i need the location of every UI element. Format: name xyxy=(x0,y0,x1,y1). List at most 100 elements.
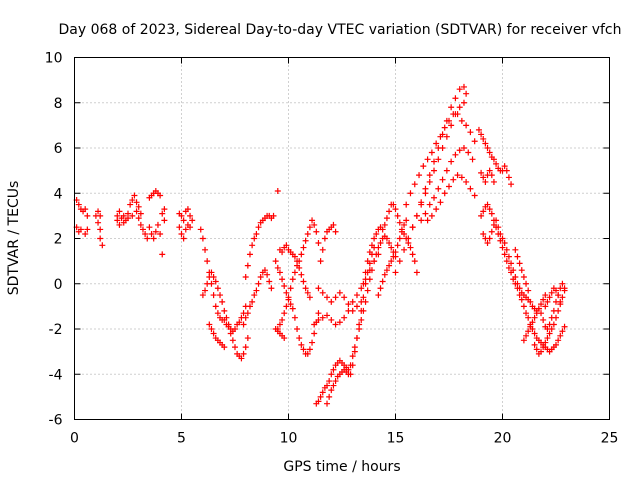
data-point xyxy=(349,362,356,369)
data-point xyxy=(362,269,369,276)
data-point xyxy=(403,217,410,224)
data-point xyxy=(304,289,311,296)
data-point xyxy=(300,346,307,353)
data-point xyxy=(336,289,343,296)
data-point xyxy=(345,301,352,308)
data-point xyxy=(353,335,360,342)
data-point xyxy=(443,167,450,174)
data-point xyxy=(319,289,326,296)
data-point xyxy=(251,235,258,242)
data-point xyxy=(135,203,142,210)
data-point xyxy=(469,156,476,163)
series-z xyxy=(360,224,386,287)
series-e xyxy=(114,192,144,224)
data-point xyxy=(296,264,303,271)
data-point xyxy=(390,201,397,208)
data-point xyxy=(398,226,405,233)
data-point xyxy=(133,199,140,206)
data-point xyxy=(315,398,322,405)
data-point xyxy=(330,366,337,373)
data-point xyxy=(555,292,562,299)
data-point xyxy=(274,264,281,271)
data-point xyxy=(488,172,495,179)
data-point xyxy=(368,267,375,274)
data-point xyxy=(291,269,298,276)
data-point xyxy=(276,321,283,328)
data-point xyxy=(431,194,438,201)
data-point xyxy=(244,262,251,269)
data-point xyxy=(328,316,335,323)
series-b xyxy=(73,224,91,237)
data-point xyxy=(426,172,433,179)
data-point xyxy=(388,258,395,265)
data-point xyxy=(150,235,157,242)
data-point xyxy=(446,117,452,124)
data-point xyxy=(244,310,251,317)
data-point xyxy=(212,278,219,285)
data-point xyxy=(441,124,448,131)
data-point xyxy=(315,240,322,247)
data-point xyxy=(229,337,236,344)
data-point xyxy=(379,278,386,285)
data-point xyxy=(518,267,525,274)
data-point xyxy=(503,258,510,265)
data-point xyxy=(467,129,474,136)
data-point xyxy=(289,305,296,312)
data-point xyxy=(448,158,455,165)
data-point xyxy=(373,230,380,237)
data-point xyxy=(315,285,322,292)
data-point xyxy=(396,219,403,226)
data-point xyxy=(553,314,559,321)
data-point xyxy=(488,228,495,235)
data-point xyxy=(326,378,333,385)
data-point xyxy=(486,206,493,213)
series-i xyxy=(159,206,168,258)
data-point xyxy=(287,301,294,308)
data-point xyxy=(471,138,478,145)
data-point xyxy=(240,321,247,328)
data-point xyxy=(460,145,467,151)
data-point xyxy=(242,273,249,280)
data-point xyxy=(520,273,527,280)
data-point xyxy=(120,212,127,219)
data-point xyxy=(379,226,386,233)
data-point xyxy=(225,321,232,328)
data-point xyxy=(244,335,251,342)
data-point xyxy=(298,341,305,348)
data-point xyxy=(463,178,470,185)
data-point xyxy=(289,276,296,283)
series-o xyxy=(240,267,275,328)
x-axis-label: GPS time / hours xyxy=(283,459,400,475)
series-ak xyxy=(480,217,549,314)
data-point xyxy=(97,235,104,242)
data-point xyxy=(424,217,431,224)
series-ai xyxy=(478,167,497,185)
data-point xyxy=(499,244,506,251)
data-point xyxy=(189,217,196,224)
data-point xyxy=(394,242,401,249)
data-point xyxy=(396,235,403,242)
data-point xyxy=(255,224,262,231)
data-point xyxy=(514,253,521,260)
data-point xyxy=(291,314,298,321)
data-point xyxy=(324,312,331,319)
data-point xyxy=(214,285,221,292)
plot-frame xyxy=(74,57,610,420)
chart-title: Day 068 of 2023, Sidereal Day-to-day VTE… xyxy=(58,22,621,38)
y-tick-label: 6 xyxy=(54,141,63,157)
data-point xyxy=(253,287,260,294)
data-point xyxy=(465,149,472,156)
data-point xyxy=(490,156,497,163)
data-point xyxy=(99,242,106,249)
data-point xyxy=(358,285,365,292)
data-point xyxy=(443,133,450,140)
data-point xyxy=(157,230,164,237)
data-point xyxy=(129,212,136,219)
data-point xyxy=(330,221,337,228)
data-point xyxy=(555,307,562,314)
data-point xyxy=(386,240,393,247)
data-point xyxy=(514,280,521,287)
data-point xyxy=(505,253,512,260)
data-point xyxy=(125,215,131,222)
data-point xyxy=(431,158,438,165)
